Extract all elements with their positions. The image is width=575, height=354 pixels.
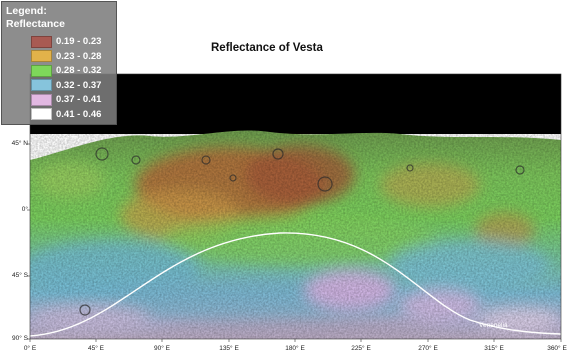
legend-swatch <box>31 35 52 48</box>
lon-label-45: 45° E <box>88 345 104 352</box>
map-frame <box>29 73 562 340</box>
legend-item-label: 0.37 - 0.41 <box>56 94 102 105</box>
legend-heading: Legend: <box>6 5 47 17</box>
legend-subheading: Reflectance <box>6 18 65 30</box>
legend-item: 0.41 - 0.46 <box>6 108 112 121</box>
lon-label-0: 0° E <box>23 345 37 352</box>
legend-swatch <box>31 50 52 62</box>
map-title: Reflectance of Vesta <box>211 42 323 54</box>
venenelia-boundary <box>30 232 561 337</box>
lon-label-315: 315° E <box>484 345 504 352</box>
legend-swatch <box>31 79 52 91</box>
lat-label-90s: 90° S <box>12 335 28 342</box>
legend-item: 0.37 - 0.41 <box>6 93 112 106</box>
legend-item-label: 0.32 - 0.37 <box>56 79 102 91</box>
legend-item: 0.19 - 0.23 <box>6 35 112 48</box>
legend-item-label: 0.41 - 0.46 <box>56 108 102 120</box>
craters <box>79 147 525 316</box>
lon-label-180: 180° E <box>285 345 305 352</box>
legend-item-label: 0.28 - 0.32 <box>56 65 102 76</box>
legend-item-label: 0.23 - 0.28 <box>56 50 102 62</box>
lon-label-225: 225° E <box>351 345 371 352</box>
polar-night-region <box>30 74 561 134</box>
venenelia-label: Venenelia <box>479 322 508 329</box>
legend-item: 0.28 - 0.32 <box>6 64 112 77</box>
lat-label-45n: 45° N <box>11 140 28 147</box>
lon-label-270: 270° E <box>418 345 438 352</box>
legend-item: 0.32 - 0.37 <box>6 79 112 92</box>
lat-label-45s: 45° S <box>12 272 28 279</box>
legend-swatch <box>31 64 52 77</box>
lon-label-90: 90° E <box>154 345 170 352</box>
terrain-texture <box>30 130 561 339</box>
lon-label-360: 360° E <box>547 345 567 352</box>
legend-list: 0.19 - 0.23 0.23 - 0.28 0.28 - 0.32 0.32 - … <box>6 35 112 121</box>
legend-item-label: 0.19 - 0.23 <box>56 36 102 47</box>
legend-box: Legend: Reflectance 0.19 - 0.23 0.23 - 0.… <box>1 1 117 125</box>
lat-label-0: 0° <box>21 206 28 213</box>
legend-swatch <box>31 108 52 120</box>
legend-swatch <box>31 93 52 106</box>
lon-label-135: 135° E <box>219 345 239 352</box>
axis-ticks <box>27 143 562 342</box>
legend-item: 0.23 - 0.28 <box>6 50 112 63</box>
